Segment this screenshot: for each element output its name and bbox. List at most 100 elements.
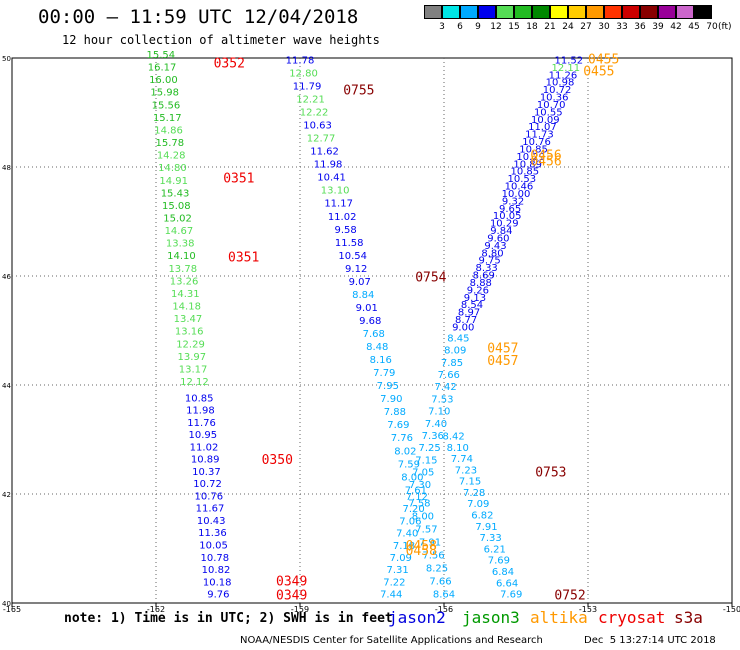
wave-height-label: 11.98 [186,406,215,417]
wave-height-label: 14.80 [158,163,187,174]
wave-height-label: 9.68 [359,316,381,327]
satellite-legend-s3a: s3a [674,608,703,627]
wave-height-label: 7.33 [479,533,501,544]
satellite-legend-jason3: jason3 [462,608,520,627]
wave-height-label: 9.26 [467,285,489,296]
legend-label: 24 [562,22,574,32]
pass-time-label: 0457 [487,341,518,356]
legend-label: 33 [616,22,628,32]
wave-height-label: 15.54 [146,50,175,61]
map-subtitle: 12 hour collection of altimeter wave hei… [62,33,380,47]
wave-height-label: 10.05 [493,211,522,222]
pass-time-label: 0349 [276,589,307,604]
wave-height-label: 8.25 [426,563,448,574]
wave-height-label: 14.28 [157,151,186,162]
legend-label: 39 [652,22,664,32]
legend-label: 36 [634,22,646,32]
wave-height-label: 9.07 [349,277,371,288]
pass-time-label: 0456 [530,148,561,163]
wave-height-label: 7.91 [475,522,497,533]
wave-height-label: 11.17 [324,199,353,210]
wave-height-label: 7.15 [415,455,437,466]
wave-height-label: 9.60 [487,233,509,244]
wave-height-label: 8.84 [352,290,374,301]
wave-height-label: 10.18 [203,577,232,588]
wave-height-label: 9.65 [499,204,521,215]
wave-height-label: 13.38 [166,239,195,250]
wave-height-label: 8.80 [481,248,503,259]
wave-height-label: 10.54 [338,251,367,262]
wave-height-label: 10.72 [543,85,572,96]
wave-height-label: 7.09 [467,499,489,510]
legend-swatch [460,5,478,19]
pass-time-label: 0755 [343,84,374,99]
legend-label: 27 [580,22,592,32]
wave-height-label: 10.82 [202,565,231,576]
wave-height-label: 11.36 [198,528,227,539]
wave-height-label: 7.09 [390,553,412,564]
wave-height-label: 12.80 [289,68,318,79]
wave-height-label: 7.95 [377,381,399,392]
legend-label: 15 [508,22,520,32]
wave-height-label: 13.78 [168,264,197,275]
wave-height-label: 10.89 [191,455,220,466]
wave-height-label: 7.85 [441,358,463,369]
wave-height-label: 7.69 [488,556,510,567]
wave-height-label: 6.82 [471,511,493,522]
wave-height-label: 14.31 [171,289,200,300]
pass-time-label: 0351 [223,171,254,186]
wave-height-label: 10.85 [185,393,214,404]
wave-height-label: 11.07 [528,122,557,133]
legend-swatch [676,5,694,19]
wave-height-label: 8.69 [473,271,495,282]
legend-swatch [550,5,568,19]
wave-height-label: 9.01 [356,303,378,314]
wave-height-label: 9.32 [502,196,524,207]
wave-height-label: 6.64 [496,578,518,589]
pass-time-label: 0458 [406,539,437,554]
wave-height-label: 6.21 [484,544,506,555]
wave-height-label: 7.40 [396,529,418,540]
wave-height-label: 7.31 [386,565,408,576]
legend-swatch [532,5,550,19]
pass-time-label: 0351 [228,250,259,265]
wave-height-label: 10.78 [200,553,229,564]
legend-label: 45 [688,22,700,32]
wave-height-label: 13.17 [179,364,208,375]
wave-height-label: 10.53 [508,174,537,185]
wave-height-label: 11.26 [549,70,578,81]
wave-height-label: 10.98 [546,78,575,89]
wave-height-label: 10.46 [505,182,534,193]
wave-height-label: 14.67 [165,226,194,237]
wave-height-label: 16.17 [148,63,177,74]
footer-timestamp: Dec 5 13:27:14 UTC 2018 [584,635,716,646]
satellite-legend-altika: altika [530,608,588,627]
wave-height-label: 10.41 [317,173,346,184]
wave-height-label: 11.67 [196,504,225,515]
wave-height-label: 7.05 [412,468,434,479]
lat-tick-label: 50 [2,55,11,63]
wave-height-label: 10.36 [540,93,569,104]
wave-height-label: 7.66 [438,370,460,381]
wave-height-label: 11.76 [187,418,216,429]
lon-tick-label: -150 [723,605,740,614]
wave-height-label: 7.40 [425,419,447,430]
wave-height-label: 7.10 [428,407,450,418]
wave-height-label: 13.10 [321,186,350,197]
lat-tick-label: 40 [2,600,11,608]
wave-height-label: 8.16 [370,355,392,366]
wave-height-label: 9.13 [464,293,486,304]
wave-height-label: 11.78 [286,55,315,66]
map-title: 00:00 – 11:59 UTC 12/04/2018 [38,6,359,28]
pass-time-label: 0455 [588,52,619,67]
lat-tick-label: 46 [2,273,11,281]
wave-height-label: 7.74 [451,454,473,465]
wave-height-label: 10.29 [516,152,545,163]
wave-height-label: 7.22 [383,577,405,588]
wave-height-label: 7.18 [393,541,415,552]
pass-time-label: 0350 [262,453,293,468]
wave-height-label: 6.84 [492,567,514,578]
lat-tick-label: 42 [2,491,11,499]
legend-swatch [568,5,586,19]
